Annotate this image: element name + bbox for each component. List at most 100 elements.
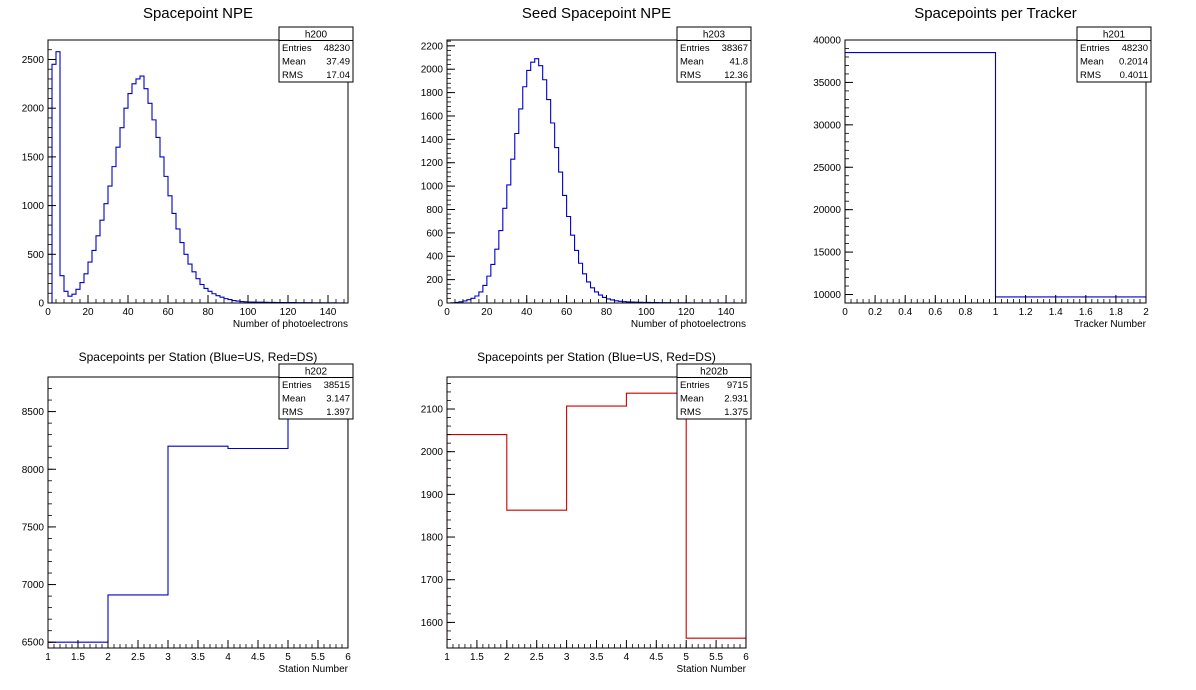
y-tick-label: 1200 (421, 158, 444, 169)
x-axis-label: Station Number (279, 664, 349, 675)
plot-panel-4: Spacepoints per Station (Blue=US, Red=DS… (22, 350, 354, 675)
x-tick-label: 120 (678, 307, 695, 318)
stats-row-value: 48230 (324, 43, 350, 54)
x-axis-label: Tracker Number (1074, 319, 1147, 330)
stats-box: h202b Entries 9715 Mean 2.931 RMS 1.375 (676, 363, 752, 420)
stats-row-value: 0.4011 (1120, 70, 1148, 81)
plot-title: Spacepoints per Tracker (914, 5, 1077, 22)
stats-row-value: 38367 (722, 43, 748, 54)
stats-row-value: 17.04 (326, 70, 350, 81)
y-tick-label: 1600 (421, 111, 444, 122)
x-tick-label: 2 (1143, 307, 1149, 318)
plot-title: Seed Spacepoint NPE (522, 5, 671, 22)
stats-box-name: h202b (700, 367, 728, 378)
stats-row-label: Mean (680, 394, 704, 405)
x-tick-label: 0 (45, 307, 51, 318)
x-tick-label: 20 (481, 307, 493, 318)
y-tick-label: 8000 (22, 465, 45, 476)
x-tick-label: 0.4 (898, 307, 912, 318)
x-tick-label: 5 (285, 652, 291, 663)
x-tick-label: 20 (82, 307, 94, 318)
plot-title: Spacepoint NPE (143, 5, 253, 22)
stats-row-value: 12.36 (724, 70, 748, 81)
plot-panel-3: Spacepoints per Tracker 0 0.2 0.4 0.6 0.8 1 1.2… (813, 5, 1152, 330)
y-tick-label: 400 (426, 252, 443, 263)
x-tick-label: 0.6 (928, 307, 942, 318)
plot-panel-5: Spacepoints per Station (Blue=US, Red=DS… (421, 350, 752, 675)
y-tick-label: 30000 (813, 120, 841, 131)
stats-row-label: Mean (282, 394, 306, 405)
x-tick-label: 1 (45, 652, 51, 663)
x-tick-label: 2.5 (530, 652, 544, 663)
x-tick-label: 4 (225, 652, 231, 663)
x-tick-label: 3.5 (590, 652, 604, 663)
x-tick-label: 2 (504, 652, 510, 663)
stats-row-label: Entries (680, 380, 710, 391)
stats-box: h200 Entries 48230 Mean 37.49 RMS 17.04 (278, 26, 354, 83)
y-tick-label: 35000 (813, 78, 841, 89)
histogram-series (447, 58, 746, 303)
x-tick-label: 4.5 (649, 652, 663, 663)
stats-box: h202 Entries 38515 Mean 3.147 RMS 1.397 (278, 363, 354, 420)
stats-box-name: h203 (703, 30, 726, 41)
stats-row-value: 0.2014 (1119, 57, 1148, 68)
stats-row-label: Entries (1080, 43, 1110, 54)
plot-title: Spacepoints per Station (Blue=US, Red=DS… (79, 350, 318, 364)
y-tick-label: 15000 (813, 248, 841, 259)
y-tick-label: 1800 (421, 533, 444, 544)
plot-title: Spacepoints per Station (Blue=US, Red=DS… (477, 350, 716, 364)
histogram-series (845, 52, 1146, 303)
stats-row-value: 1.375 (724, 407, 748, 418)
x-tick-label: 80 (601, 307, 613, 318)
stats-row-label: RMS (1080, 70, 1101, 81)
y-tick-label: 1000 (421, 182, 444, 193)
x-tick-label: 5 (683, 652, 689, 663)
x-tick-label: 40 (521, 307, 533, 318)
y-tick-label: 2000 (421, 447, 444, 458)
stats-row-value: 3.147 (326, 394, 350, 405)
x-tick-label: 5.5 (311, 652, 325, 663)
x-tick-label: 1 (444, 652, 450, 663)
x-tick-label: 0 (444, 307, 450, 318)
plot-frame (47, 39, 349, 304)
y-tick-label: 2500 (22, 55, 45, 66)
stats-row-label: Entries (282, 380, 312, 391)
x-tick-label: 120 (280, 307, 297, 318)
x-tick-label: 4 (624, 652, 630, 663)
y-tick-label: 1400 (421, 135, 444, 146)
stats-row-value: 2.931 (724, 394, 748, 405)
x-tick-label: 60 (162, 307, 174, 318)
stats-row-label: RMS (680, 407, 701, 418)
stats-row-value: 1.397 (326, 407, 350, 418)
x-tick-label: 4.5 (251, 652, 265, 663)
x-tick-label: 0.8 (958, 307, 972, 318)
y-tick-label: 2000 (22, 104, 45, 115)
x-tick-label: 6 (743, 652, 749, 663)
y-tick-label: 40000 (813, 36, 841, 47)
x-tick-label: 3 (564, 652, 570, 663)
stats-row-value: 37.49 (326, 57, 350, 68)
stats-row-value: 38515 (324, 380, 350, 391)
x-tick-label: 2.5 (131, 652, 145, 663)
y-tick-label: 1800 (421, 88, 444, 99)
x-tick-label: 1.4 (1049, 307, 1063, 318)
y-tick-label: 10000 (813, 290, 841, 301)
y-tick-label: 2100 (421, 405, 444, 416)
stats-box-name: h201 (1103, 30, 1126, 41)
y-tick-label: 200 (426, 275, 443, 286)
y-tick-label: 1700 (421, 575, 444, 586)
stats-row-label: RMS (282, 70, 303, 81)
x-tick-label: 100 (240, 307, 257, 318)
histogram-series (48, 386, 348, 648)
x-tick-label: 1.5 (71, 652, 85, 663)
histogram-series (447, 392, 746, 648)
x-tick-label: 1 (993, 307, 999, 318)
y-tick-label: 2000 (421, 65, 444, 76)
x-axis-label: Number of photoelectrons (631, 319, 746, 330)
plot-frame (446, 39, 747, 304)
y-tick-label: 500 (27, 250, 44, 261)
stats-row-label: Mean (1080, 57, 1104, 68)
y-tick-label: 20000 (813, 205, 841, 216)
y-tick-label: 800 (426, 205, 443, 216)
